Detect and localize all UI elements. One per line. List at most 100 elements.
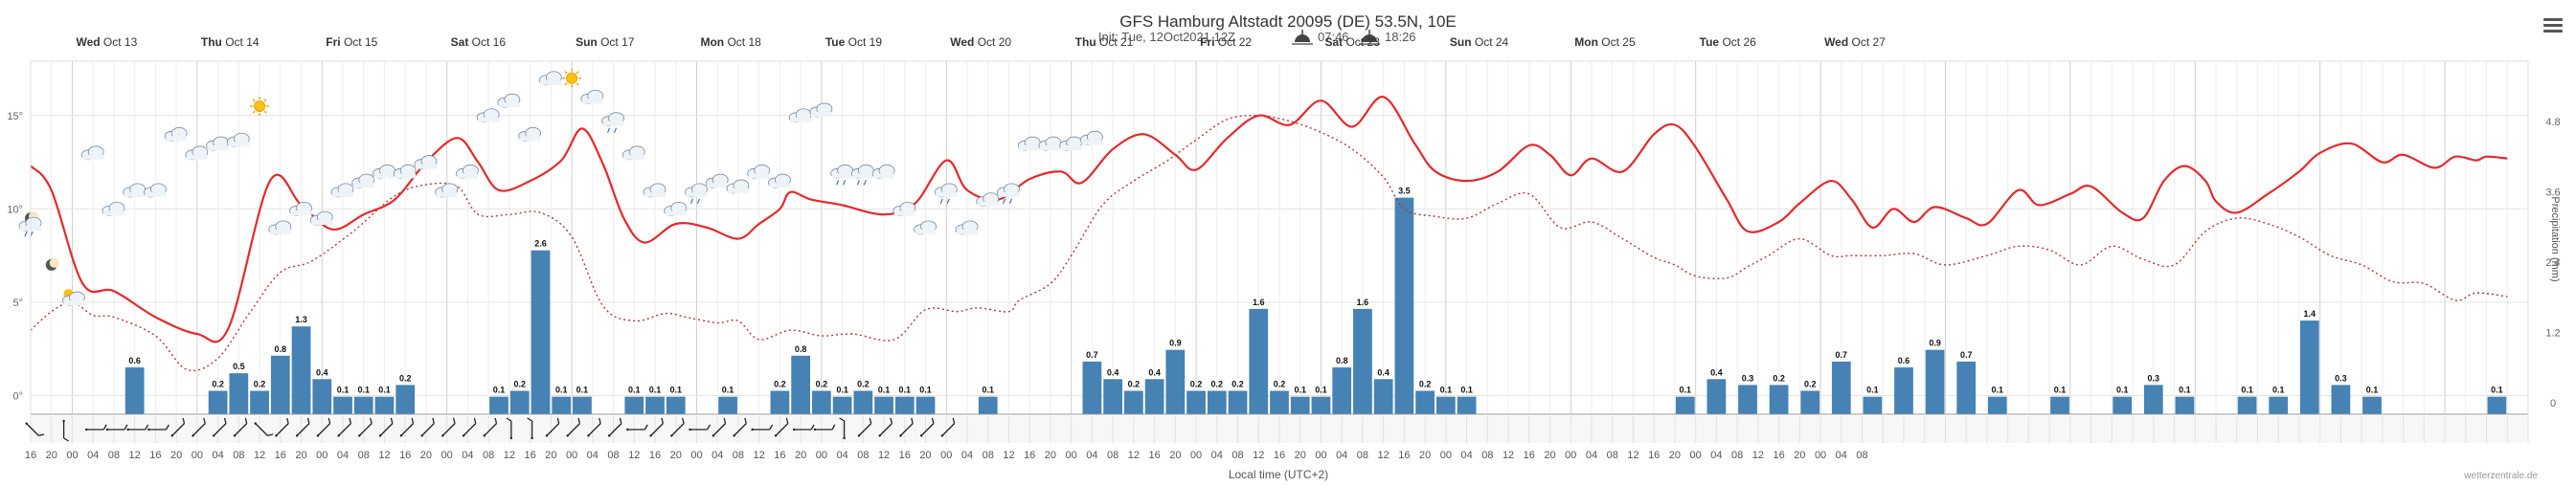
precip-bar	[1207, 390, 1227, 414]
hour-tick-label: 04	[836, 450, 847, 461]
raindrop	[946, 198, 950, 205]
wind-barb-tip	[85, 428, 88, 431]
cloud-icon	[788, 108, 812, 123]
precip-bar-label: 0.2	[212, 380, 224, 389]
cloud-shape	[1081, 140, 1103, 145]
wind-barb-flag	[349, 417, 351, 424]
hour-tick-label: 20	[1669, 450, 1681, 461]
wind-barb-shaft	[296, 423, 310, 436]
hour-tick-label: 20	[1295, 450, 1306, 461]
wind-barb-icon	[774, 417, 789, 437]
precip-bar-label: 0.1	[493, 386, 506, 395]
wind-barb-shaft	[463, 423, 477, 436]
chart-title: GFS Hamburg Altstadt 20095 (DE) 53.5N, 1…	[1119, 12, 1457, 31]
precip-bar	[1675, 396, 1695, 414]
precip-bar-label: 0.1	[669, 386, 682, 395]
wind-barb-icon	[857, 417, 872, 437]
precip-bar-label: 0.1	[576, 386, 589, 395]
cloud-icon	[871, 164, 895, 179]
precip-bar-label: 0.2	[513, 380, 526, 389]
wind-barb-tip	[531, 436, 533, 440]
wind-barb-tip	[670, 434, 673, 437]
wind-barb-icon	[587, 417, 601, 437]
wind-barb-tip	[626, 428, 629, 431]
sun-ray	[564, 82, 568, 86]
wind-barb-flag	[306, 417, 310, 424]
rain-cloud-icon	[685, 183, 708, 205]
rain-cloud-icon	[997, 183, 1020, 205]
day-label: Sun Oct 17	[576, 35, 635, 49]
cloud-shape	[893, 210, 915, 216]
precip-bar-label: 0.8	[795, 344, 807, 354]
hour-tick-label: 20	[1544, 450, 1555, 461]
hour-tick-label: 16	[25, 450, 36, 461]
wind-barb-tip	[689, 428, 691, 431]
precip-bar	[770, 390, 790, 414]
precip-bar	[1311, 396, 1331, 414]
precip-bar	[1800, 390, 1820, 414]
precip-bar	[552, 396, 572, 414]
precip-bar-label: 0.1	[2116, 386, 2129, 395]
day-label: Thu Oct 14	[201, 35, 260, 49]
precip-bar-label: 1.4	[2304, 309, 2316, 319]
sunset-time: 18:26	[1385, 30, 1416, 44]
precip-bar	[2269, 396, 2289, 414]
sunrise-time: 07:46	[1318, 30, 1349, 44]
cloud-icon	[289, 201, 312, 216]
wind-barb-tip	[192, 434, 194, 437]
cloud-shape	[332, 191, 353, 197]
precip-bar-label: 0.1	[1315, 386, 1327, 395]
wind-barb-tip	[25, 422, 28, 425]
hour-tick-label: 04	[587, 450, 599, 461]
menu-line-icon	[2543, 18, 2563, 21]
hour-tick-label: 16	[1148, 450, 1160, 461]
hamburger-menu-button[interactable]	[2543, 15, 2563, 34]
cloud-shape	[124, 191, 146, 197]
hour-tick-label: 08	[733, 450, 744, 461]
wind-barb-flag	[370, 417, 373, 424]
cloud-shape	[145, 191, 167, 197]
hour-tick-label: 12	[254, 450, 265, 461]
precip-bar	[1457, 396, 1477, 414]
wind-barb-tip	[233, 434, 237, 437]
precip-bar	[2237, 396, 2257, 414]
hour-tick-label: 20	[1045, 450, 1056, 461]
precip-bar-label: 0.3	[2148, 373, 2160, 383]
cloud-icon	[102, 201, 125, 216]
precip-bar	[1353, 308, 1372, 414]
sun-disc	[254, 100, 265, 112]
wind-barb-tip	[378, 434, 382, 437]
wind-barb-icon	[316, 417, 331, 437]
wind-barb-flag	[556, 417, 560, 424]
wind-barb-flag	[744, 417, 747, 424]
cloud-shape	[102, 210, 124, 216]
chart-subtitle: Init: Tue, 12Oct2021 12Z 07:46 18:26	[1098, 30, 1416, 45]
day-label: Sat Oct 23	[1324, 35, 1380, 49]
hour-tick-label: 04	[1586, 450, 1597, 461]
hour-tick-label: 16	[774, 450, 785, 461]
wind-barb-icon	[940, 417, 956, 437]
cloud-icon	[185, 145, 209, 161]
precip-bar	[229, 373, 249, 414]
sun-disc	[566, 72, 577, 84]
cloud-icon	[726, 179, 750, 194]
wind-barb-flag	[577, 417, 581, 424]
cloud-icon	[143, 183, 167, 198]
precip-bar	[1987, 396, 2007, 414]
wind-barb-shaft	[879, 423, 893, 436]
day-label: Mon Oct 18	[700, 35, 761, 49]
wind-barb-icon	[712, 417, 727, 437]
hour-tick-label: 00	[1190, 450, 1202, 461]
cloud-shape	[998, 191, 1020, 197]
cloud-icon	[664, 201, 688, 216]
precip-bar-label: 0.8	[1336, 356, 1348, 365]
precip-bar-label: 0.1	[337, 386, 350, 395]
cloud-icon	[351, 173, 375, 188]
wind-barb-icon	[545, 417, 560, 437]
wind-barb-shaft	[400, 423, 415, 436]
precip-bar-label: 0.2	[1419, 380, 1432, 389]
cloud-shape	[82, 154, 104, 160]
wind-barb-icon	[254, 422, 274, 436]
cloud-shape	[457, 173, 479, 179]
wind-barb-tip	[105, 428, 109, 431]
